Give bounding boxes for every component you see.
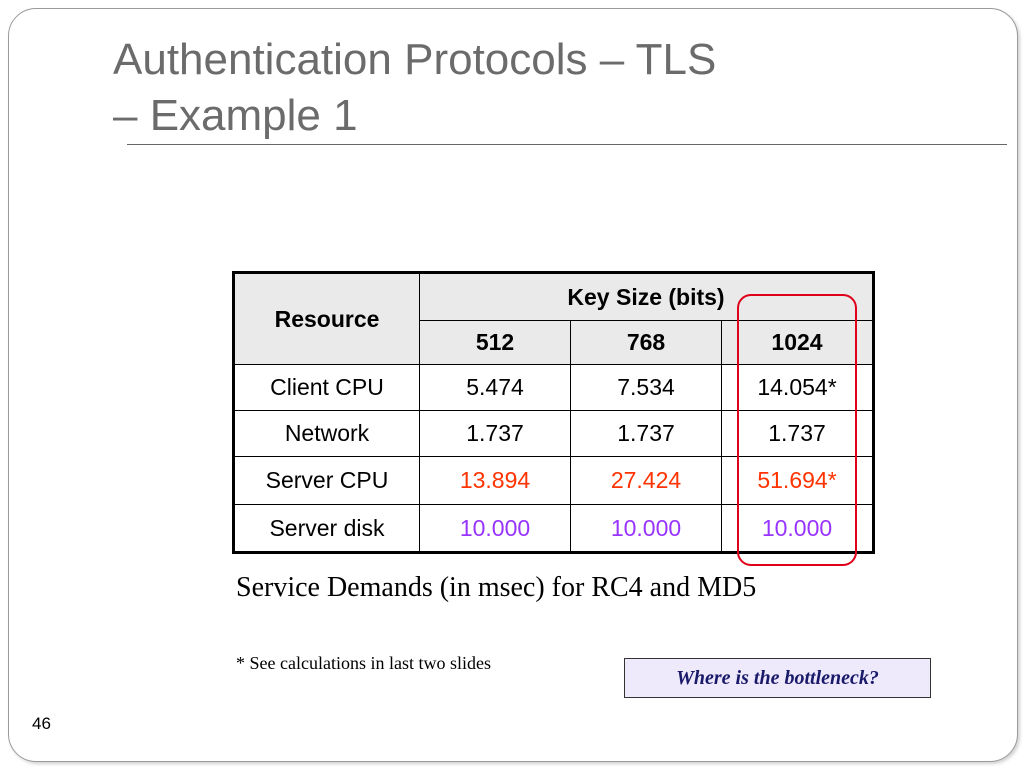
column-header-1024: 1024	[721, 320, 874, 365]
table-cell: 10.000	[419, 504, 571, 553]
row-label-network: Network	[233, 410, 420, 457]
row-label-server-cpu: Server CPU	[233, 456, 420, 505]
slide-title: Authentication Protocols – TLS – Example…	[113, 32, 813, 144]
row-label-server-disk: Server disk	[233, 504, 420, 553]
title-line-1: Authentication Protocols – TLS	[113, 35, 717, 84]
table-cell: 10.000	[570, 504, 722, 553]
resource-header: Resource	[233, 272, 420, 365]
callout-text: Where is the bottleneck?	[676, 666, 879, 689]
table-cell: 14.054*	[721, 364, 874, 411]
service-demand-table: Resource Key Size (bits) 512 768 1024 Cl…	[232, 271, 875, 554]
title-line-2: – Example 1	[113, 91, 358, 140]
column-1024-highlight	[737, 294, 857, 566]
column-header-768: 768	[570, 320, 722, 365]
column-header-512: 512	[419, 320, 571, 365]
table-cell: 51.694*	[721, 456, 874, 505]
table-caption: Service Demands (in msec) for RC4 and MD…	[236, 572, 757, 603]
page-number: 46	[32, 714, 51, 733]
table-cell: 13.894	[419, 456, 571, 505]
table-cell: 5.474	[419, 364, 571, 411]
title-underline	[127, 144, 1007, 145]
table-row: Client CPU 5.474 7.534 14.054*	[233, 364, 874, 411]
table-cell: 27.424	[570, 456, 722, 505]
table-row: Server disk 10.000 10.000 10.000	[233, 504, 874, 553]
table-cell: 7.534	[570, 364, 722, 411]
bottleneck-callout: Where is the bottleneck?	[624, 658, 931, 698]
row-label-client-cpu: Client CPU	[233, 364, 420, 411]
table-cell: 1.737	[570, 410, 722, 457]
footnote: * See calculations in last two slides	[236, 653, 491, 673]
table-cell: 10.000	[721, 504, 874, 553]
key-size-header: Key Size (bits)	[419, 272, 874, 321]
table-cell: 1.737	[419, 410, 571, 457]
table-row: Server CPU 13.894 27.424 51.694*	[233, 456, 874, 505]
